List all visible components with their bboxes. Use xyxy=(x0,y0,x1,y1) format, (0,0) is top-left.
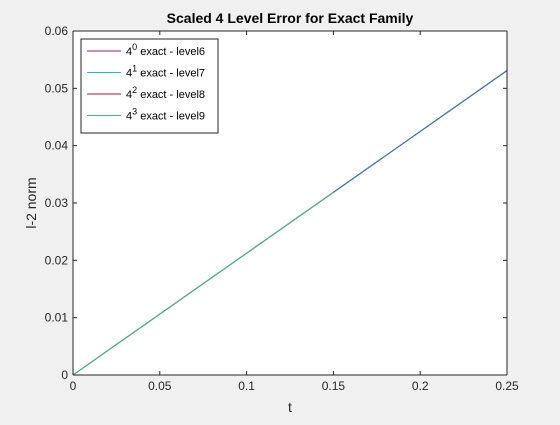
x-tick-label: 0.15 xyxy=(322,379,346,393)
y-tick-label: 0.06 xyxy=(45,24,69,38)
x-axis-label: t xyxy=(288,399,292,415)
y-tick-label: 0.01 xyxy=(45,311,69,325)
y-tick-label: 0.03 xyxy=(45,196,69,210)
y-tick-label: 0.02 xyxy=(45,253,69,267)
chart-title: Scaled 4 Level Error for Exact Family xyxy=(167,10,414,26)
legend-label-3: 43 exact - level9 xyxy=(126,107,205,123)
legend-label-2: 42 exact - level8 xyxy=(126,85,205,101)
legend-box xyxy=(80,38,219,134)
x-tick-label: 0.25 xyxy=(495,379,519,393)
series-overlap-line xyxy=(333,70,508,193)
legend-label-1: 41 exact - level7 xyxy=(126,64,205,80)
series-lines xyxy=(72,70,508,376)
legend: 40 exact - level6 41 exact - level7 42 exa… xyxy=(80,38,219,134)
x-tick-label: 0 xyxy=(70,379,77,393)
y-axis-label: l-2 norm xyxy=(23,177,39,228)
x-tick-label: 0.1 xyxy=(238,379,255,393)
y-tick-label: 0.05 xyxy=(45,81,69,95)
legend-label-0: 40 exact - level6 xyxy=(126,42,205,58)
axes: 0 0.05 0.1 0.15 0.2 0.25 0 0.01 0.02 0.03 0.04 0.05… xyxy=(45,24,519,393)
y-tick-label: 0 xyxy=(61,368,68,382)
x-tick-label: 0.2 xyxy=(412,379,429,393)
x-tick-label: 0.05 xyxy=(148,379,172,393)
y-tick-label: 0.04 xyxy=(45,139,69,153)
